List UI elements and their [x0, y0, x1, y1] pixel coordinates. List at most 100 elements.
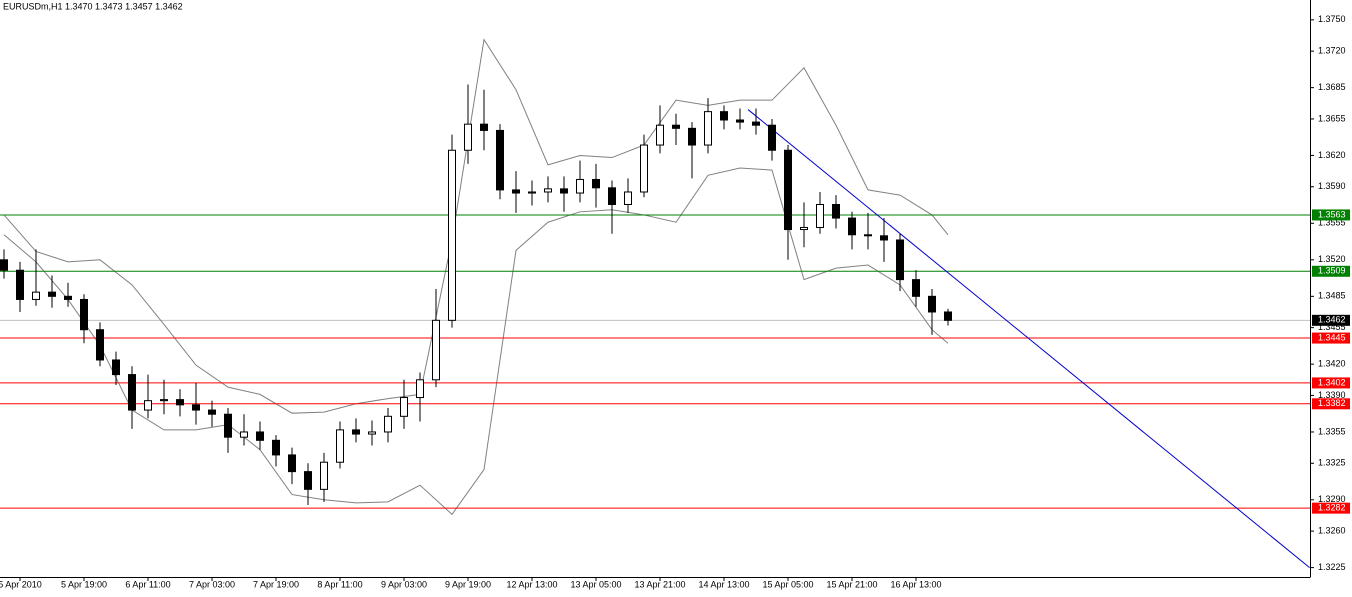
price-tag-label: 1.3282 [1318, 503, 1346, 513]
y-tick-label: 1.3420 [1318, 359, 1346, 369]
candle-body [192, 404, 200, 411]
candle-body [480, 123, 488, 131]
price-tag-label: 1.3509 [1318, 266, 1346, 276]
candle-body [672, 124, 680, 129]
candle-body [224, 413, 232, 438]
price-tag [1312, 398, 1350, 410]
x-tick-label: 16 Apr 13:00 [890, 579, 941, 589]
candle-body [240, 431, 248, 438]
candle-body [544, 188, 552, 193]
x-tick-label: 13 Apr 05:00 [570, 579, 621, 589]
y-tick-label: 1.3590 [1318, 181, 1346, 191]
candle-body [800, 226, 808, 231]
candle-body [912, 279, 920, 297]
candle-body [144, 400, 152, 411]
candle-body [816, 204, 824, 228]
candle-body [0, 259, 8, 271]
x-tick-label: 15 Apr 05:00 [762, 579, 813, 589]
x-tick-label: 9 Apr 03:00 [381, 579, 427, 589]
candle-body [944, 311, 952, 321]
candle-body [704, 111, 712, 146]
candle-body [512, 189, 520, 194]
candle-body [80, 298, 88, 331]
candle-body [368, 431, 376, 435]
candle-body [288, 454, 296, 473]
candle-body [176, 399, 184, 406]
x-tick-label: 13 Apr 21:00 [634, 579, 685, 589]
bollinger-upper [3, 38, 949, 414]
price-tag [1312, 314, 1350, 326]
x-tick-label: 7 Apr 03:00 [189, 579, 235, 589]
chart-title: EURUSDm,H1 1.3470 1.3473 1.3457 1.3462 [3, 1, 183, 11]
price-tag [1312, 377, 1350, 389]
y-tick-label: 1.3620 [1318, 150, 1346, 160]
candle-body [128, 374, 136, 411]
candle-body [336, 429, 344, 463]
candle-body [16, 269, 24, 300]
candle-body [256, 431, 264, 441]
candle-body [864, 234, 872, 237]
candle-body [160, 399, 168, 402]
price-tag [1312, 209, 1350, 221]
x-tick-label: 8 Apr 11:00 [317, 579, 362, 589]
candle-body [896, 239, 904, 281]
x-tick-label: 6 Apr 11:00 [125, 579, 170, 589]
candle-body [528, 191, 536, 194]
y-tick-label: 1.3260 [1318, 525, 1346, 535]
candle-body [432, 319, 440, 381]
bollinger-lower [3, 167, 949, 516]
candle-body [576, 178, 584, 194]
y-tick-label: 1.3390 [1318, 390, 1346, 400]
candle-body [736, 119, 744, 123]
trend-line [747, 109, 1310, 568]
x-tick-label: 14 Apr 13:00 [698, 579, 749, 589]
candle-body [720, 111, 728, 121]
y-tick-label: 1.3750 [1318, 14, 1346, 24]
candle-body [64, 295, 72, 300]
candle-body [688, 127, 696, 146]
x-tick-label: 5 Apr 2010 [0, 579, 42, 589]
y-tick-label: 1.3720 [1318, 46, 1346, 56]
candle-body [832, 204, 840, 219]
candle-body [848, 217, 856, 236]
candle-body [448, 149, 456, 321]
candle-body [752, 121, 760, 126]
candle-body [272, 439, 280, 456]
price-tag [1312, 502, 1350, 514]
x-tick-label: 15 Apr 21:00 [826, 579, 877, 589]
candle-body [608, 187, 616, 206]
y-tick-label: 1.3485 [1318, 291, 1346, 301]
candle-body [304, 471, 312, 490]
candle-body [112, 359, 120, 376]
x-tick-label: 12 Apr 13:00 [506, 579, 557, 589]
y-tick-label: 1.3355 [1318, 426, 1346, 436]
y-tick-label: 1.3520 [1318, 254, 1346, 264]
price-tag-label: 1.3462 [1318, 315, 1346, 325]
candle-body [624, 191, 632, 206]
candle-body [768, 124, 776, 151]
x-tick-label: 5 Apr 19:00 [61, 579, 107, 589]
y-tick-label: 1.3555 [1318, 218, 1346, 228]
candle-body [400, 397, 408, 417]
candle-body [32, 291, 40, 300]
price-tag-label: 1.3563 [1318, 209, 1346, 219]
price-tag-label: 1.3382 [1318, 398, 1346, 408]
y-tick-label: 1.3325 [1318, 458, 1346, 468]
candle-body [640, 144, 648, 193]
price-tag [1312, 332, 1350, 344]
x-tick-label: 7 Apr 19:00 [253, 579, 299, 589]
candle-body [208, 409, 216, 415]
x-tick-label: 9 Apr 19:00 [445, 579, 491, 589]
candle-body [496, 129, 504, 191]
price-tag [1312, 265, 1350, 277]
candle-body [320, 461, 328, 490]
candle-body [592, 178, 600, 189]
y-tick-label: 1.3655 [1318, 113, 1346, 123]
candle-body [96, 329, 104, 361]
candle-body [656, 124, 664, 146]
y-tick-label: 1.3290 [1318, 494, 1346, 504]
candle-body [928, 295, 936, 313]
candle-body [48, 291, 56, 297]
candle-body [880, 235, 888, 241]
